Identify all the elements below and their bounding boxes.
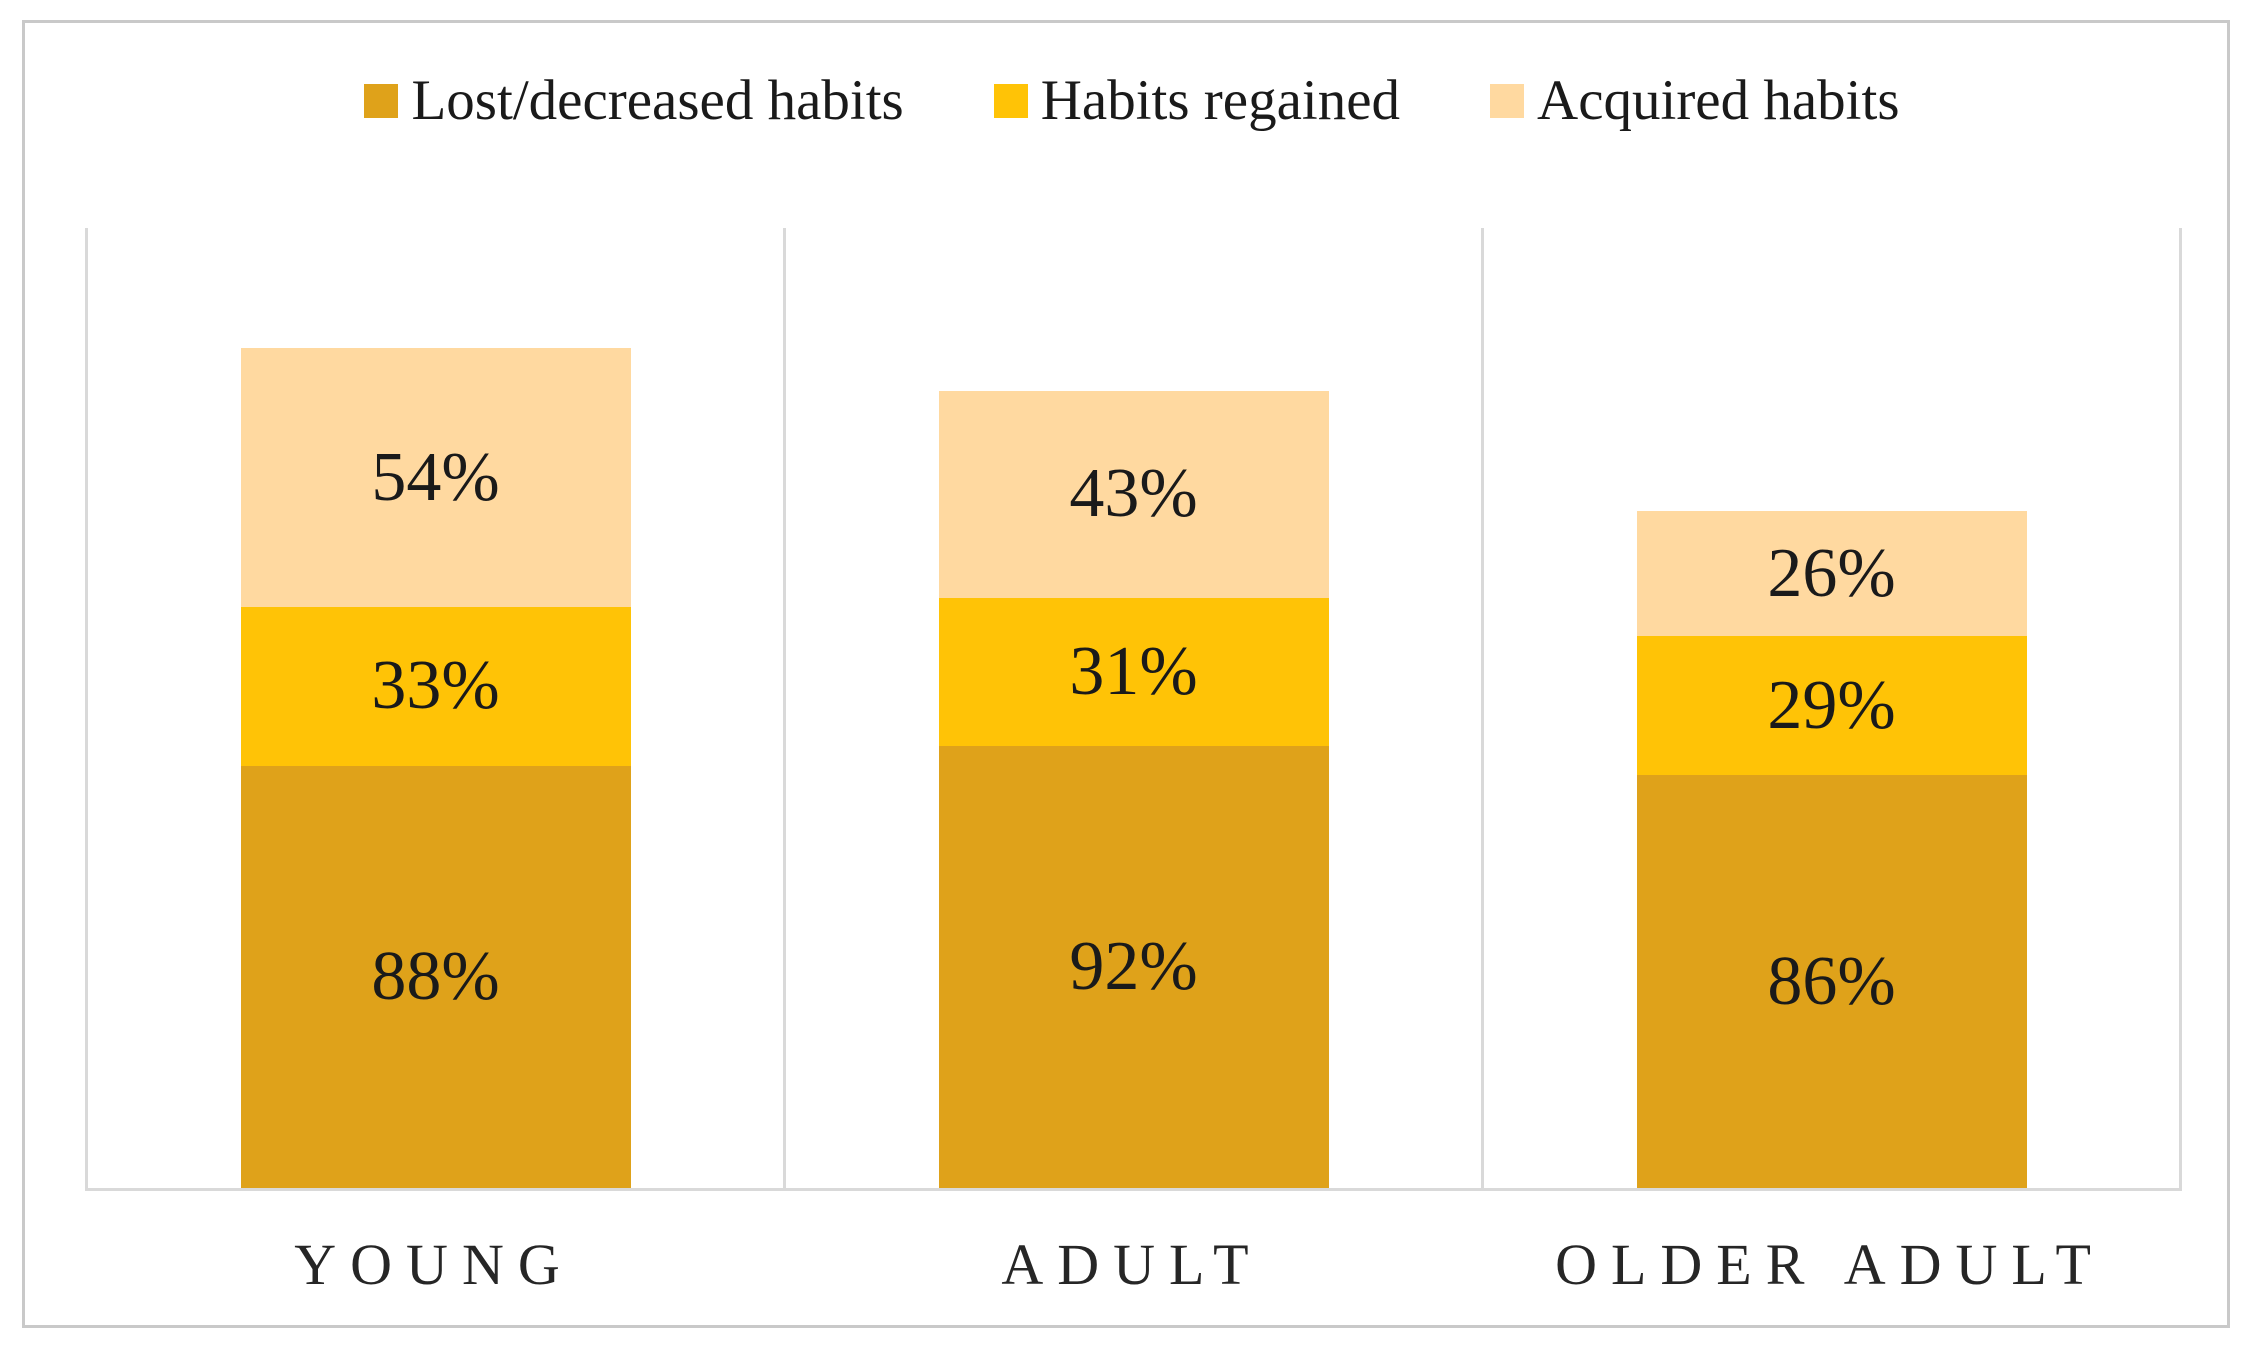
category-axis: YOUNG ADULT OLDER ADULT: [85, 1236, 2179, 1294]
stacked-bar: 43% 31% 92%: [938, 391, 1329, 1188]
bar-segment: 54%: [240, 348, 631, 608]
bar-segment: 33%: [240, 607, 631, 766]
bar-panel: 26% 29% 86%: [1481, 228, 2179, 1188]
legend: Lost/decreased habits Habits regained Acqu…: [85, 72, 2179, 129]
stacked-bar: 26% 29% 86%: [1636, 511, 2027, 1188]
segment-value-label: 43%: [1069, 455, 1198, 533]
legend-swatch-icon: [1490, 83, 1525, 118]
legend-item: Acquired habits: [1490, 69, 1900, 132]
legend-label: Acquired habits: [1537, 69, 1900, 132]
legend-item: Lost/decreased habits: [364, 69, 904, 132]
bar-segment: 88%: [240, 765, 631, 1188]
legend-item: Habits regained: [993, 69, 1401, 132]
bar-segment: 86%: [1636, 775, 2027, 1188]
figure-border: [22, 20, 2230, 1328]
segment-value-label: 54%: [371, 438, 500, 516]
legend-label: Lost/decreased habits: [411, 69, 904, 132]
bar-panel: 54% 33% 88%: [85, 228, 783, 1188]
segment-value-label: 86%: [1767, 942, 1896, 1020]
legend-swatch-icon: [364, 83, 399, 118]
bar-segment: 31%: [938, 597, 1329, 747]
category-label: YOUNG: [294, 1232, 574, 1297]
segment-value-label: 88%: [371, 937, 500, 1015]
segment-value-label: 26%: [1767, 534, 1896, 612]
segment-value-label: 33%: [371, 647, 500, 725]
stacked-bar: 54% 33% 88%: [240, 348, 631, 1188]
plot-area: 54% 33% 88% 43% 31% 92% 26% 29% 86%: [85, 228, 2182, 1191]
bar-segment: 92%: [938, 746, 1329, 1188]
bar-segment: 29%: [1636, 636, 2027, 776]
category-label: OLDER ADULT: [1555, 1232, 2105, 1297]
segment-value-label: 31%: [1069, 633, 1198, 710]
bar-segment: 43%: [938, 391, 1329, 598]
segment-value-label: 29%: [1767, 666, 1896, 744]
category-label: ADULT: [1001, 1232, 1263, 1297]
legend-label: Habits regained: [1040, 69, 1401, 132]
legend-swatch-icon: [993, 83, 1028, 118]
bar-panel: 43% 31% 92%: [783, 228, 1481, 1188]
segment-value-label: 92%: [1069, 928, 1198, 1006]
bar-segment: 26%: [1636, 511, 2027, 637]
